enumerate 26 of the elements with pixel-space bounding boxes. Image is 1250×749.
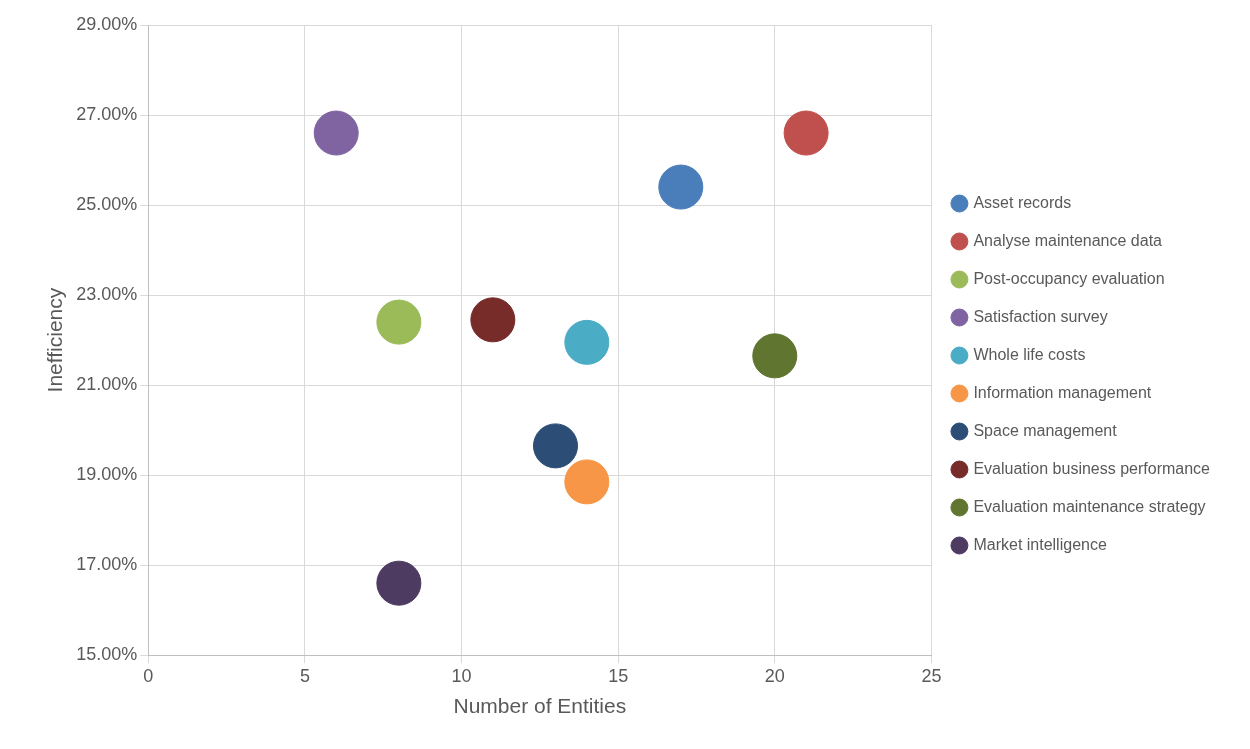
y-tick-label: 15.00% <box>76 644 138 665</box>
legend-label: Space management <box>973 421 1118 439</box>
y-tick-label: 27.00% <box>76 104 138 124</box>
legend-label: Information management <box>973 383 1152 401</box>
x-tick-label: 20 <box>764 665 785 686</box>
y-tick-label: 21.00% <box>76 374 138 395</box>
x-tick-label: 5 <box>299 665 310 686</box>
legend-label: Satisfaction survey <box>973 307 1108 325</box>
y-tick-label: 25.00% <box>76 194 138 215</box>
legend-label: Evaluation business performance <box>973 459 1211 477</box>
x-axis-title: Number of Entities <box>453 694 627 718</box>
y-tick-label: 29.00% <box>76 13 138 34</box>
x-tick-label: 25 <box>921 665 942 686</box>
legend-label: Market intelligence <box>973 535 1107 553</box>
x-tick-label: 10 <box>451 665 472 686</box>
legend-label: Whole life costs <box>973 345 1086 363</box>
legend-label: Evaluation maintenance strategy <box>973 497 1206 515</box>
x-tick-label: 15 <box>608 665 629 686</box>
x-tick-label: 0 <box>143 665 154 686</box>
legend-label: Asset records <box>973 193 1072 211</box>
y-tick-label: 19.00% <box>76 464 138 485</box>
legend-label: Post-occupancy evaluation <box>973 269 1165 287</box>
y-tick-label: 23.00% <box>76 284 138 305</box>
y-axis-title: Inefficiency <box>43 287 67 393</box>
y-tick-label: 17.00% <box>76 554 138 575</box>
legend-label: Analyse maintenance data <box>973 231 1163 249</box>
